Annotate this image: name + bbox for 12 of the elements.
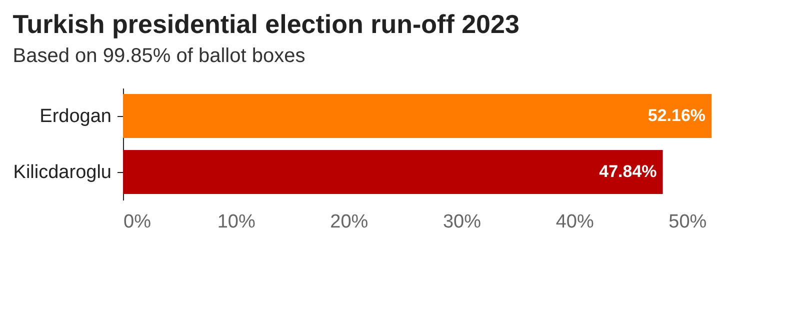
x-tick-label: 50%	[668, 212, 707, 232]
x-tick-label: 30%	[442, 212, 482, 232]
chart-subtitle: Based on 99.85% of ballot boxes	[12, 45, 306, 67]
x-tick-label: 40%	[556, 212, 594, 232]
y-tick-label: Kilicdaroglu	[13, 162, 112, 183]
data-label: 52.16%	[648, 106, 706, 125]
y-tick-label: Erdogan	[40, 106, 112, 127]
x-tick-label: 0%	[124, 212, 152, 232]
x-tick-label: 20%	[330, 212, 368, 232]
data-label: 47.84%	[599, 162, 657, 181]
chart-title: Turkish presidential election run-off 2023	[12, 9, 520, 39]
x-tick-label: 10%	[217, 212, 256, 232]
